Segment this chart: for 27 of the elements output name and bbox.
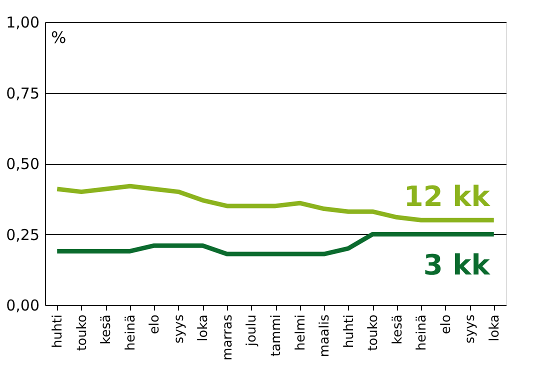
y-tick-label: 0,25 [6,226,40,244]
y-tick-label: 0,00 [6,296,40,314]
x-tick-label: helmi [293,314,308,351]
x-tick-label: kesä [390,314,406,344]
x-tick-label: touko [366,314,382,351]
y-tick-label: 0,75 [6,84,40,102]
x-tick-label: huhti [342,314,357,348]
y-tick-label: 0,50 [6,155,40,173]
x-tick-label: heinä [414,314,430,351]
x-tick-label: marras [220,314,236,360]
x-tick-label: joulu [244,314,260,348]
x-tick-label: huhti [50,314,66,348]
x-tick-label: loka [196,314,212,342]
x-tick-label: heinä [123,314,138,351]
x-tick-label: elo [438,314,454,334]
x-tick-label: elo [148,314,163,334]
x-tick-label: tammi [269,314,284,357]
x-tick-label: syys [463,314,478,344]
x-tick-label: maalis [318,314,333,358]
series-label: 12 kk [404,180,492,214]
x-tick-label: loka [487,314,502,342]
y-axis-title: % [51,28,66,47]
y-tick-label: 1,00 [6,14,40,32]
x-tick-label: touko [74,314,90,351]
series-label: 3 kk [423,248,492,282]
x-tick-label: kesä [99,314,114,344]
x-tick-label: syys [172,314,187,344]
